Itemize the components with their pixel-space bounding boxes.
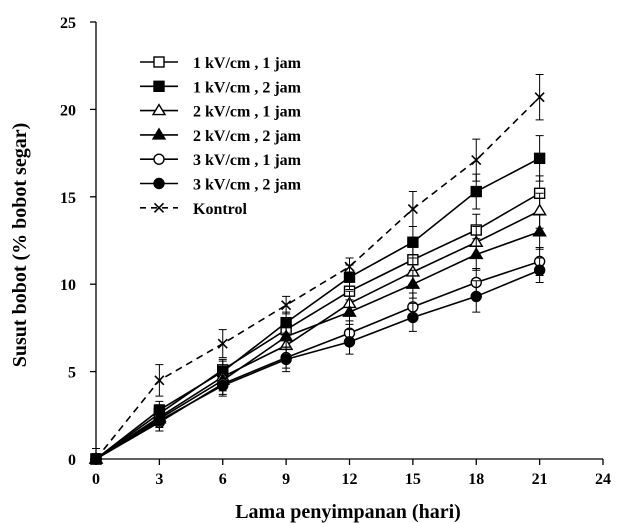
data-point — [154, 375, 165, 386]
legend-marker — [153, 153, 165, 165]
legend-item: 3 kV/cm , 2 jam — [140, 177, 302, 194]
legend-marker — [153, 202, 165, 213]
legend-item: 2 kV/cm , 1 jam — [140, 103, 302, 121]
series-5 — [90, 257, 546, 465]
y-tick-label: 10 — [60, 277, 76, 294]
legend-marker — [153, 56, 165, 68]
data-point — [344, 261, 355, 272]
data-point — [407, 311, 419, 324]
data-point — [343, 336, 356, 348]
legend-marker — [151, 127, 167, 140]
x-tick-label: 15 — [405, 471, 421, 488]
data-point — [281, 300, 292, 311]
y-axis-title: Susut bobot (% bobot segar) — [9, 123, 31, 367]
x-tick-label: 24 — [595, 471, 611, 488]
data-point — [533, 264, 546, 276]
data-point — [90, 453, 102, 465]
y-tick-label: 25 — [60, 15, 76, 32]
legend-marker — [153, 177, 165, 190]
data-point — [278, 329, 294, 342]
data-point — [534, 92, 545, 103]
y-tick-label: 0 — [68, 452, 76, 469]
x-tick-label: 18 — [468, 471, 484, 488]
legend: 1 kV/cm , 1 jam 1 kV/cm , 2 jam 2 kV/cm , … — [140, 55, 302, 218]
series-layer — [88, 73, 547, 465]
legend-label: 2 kV/cm , 1 jam — [193, 104, 302, 121]
legend-label: Kontrol — [193, 201, 247, 218]
x-tick-label: 0 — [92, 471, 100, 488]
y-tick-label: 5 — [68, 365, 76, 382]
legend-label: 1 kV/cm , 1 jam — [193, 55, 302, 72]
series-line — [95, 269, 540, 460]
series-line — [95, 231, 540, 460]
x-tick-label: 12 — [342, 471, 358, 488]
data-point — [405, 276, 421, 289]
legend-item: 3 kV/cm , 1 jam — [140, 152, 302, 169]
data-point — [532, 224, 547, 237]
x-tick-label: 3 — [155, 471, 163, 488]
data-point — [153, 414, 166, 427]
legend-label: 3 kV/cm , 2 jam — [193, 177, 302, 194]
data-point — [407, 203, 418, 215]
y-tick-label: 15 — [60, 190, 76, 207]
series-line — [95, 157, 540, 460]
legend-label: 3 kV/cm , 1 jam — [193, 152, 302, 169]
data-point — [470, 185, 482, 198]
data-point — [533, 152, 546, 165]
data-point — [217, 379, 229, 392]
legend-item: 2 kV/cm , 2 jam — [140, 127, 302, 145]
data-point — [407, 236, 419, 248]
x-tick-label: 9 — [282, 471, 290, 488]
y-tick-label: 20 — [60, 102, 76, 119]
data-point — [469, 247, 484, 260]
data-point — [342, 304, 357, 317]
x-axis-title: Lama penyimpanan (hari) — [235, 501, 461, 523]
x-tick-label: 21 — [532, 471, 548, 488]
series-line — [95, 96, 541, 460]
legend-label: 1 kV/cm , 2 jam — [193, 79, 302, 96]
legend-marker — [153, 80, 165, 93]
data-point — [471, 155, 482, 166]
data-point — [280, 353, 292, 366]
legend-item: 1 kV/cm , 1 jam — [140, 55, 302, 72]
series-line — [95, 192, 541, 460]
axes: 0 3 6 9 12 15 18 21 24 0 5 10 15 20 25 — [60, 15, 611, 488]
x-tick-label: 6 — [219, 471, 227, 488]
legend-item: Kontrol — [140, 201, 247, 218]
legend-marker — [151, 103, 167, 116]
legend-item: 1 kV/cm , 2 jam — [140, 79, 302, 96]
series-6 — [90, 73, 545, 465]
data-point — [532, 203, 547, 216]
data-point — [470, 290, 482, 303]
data-point — [217, 338, 228, 349]
legend-label: 2 kV/cm , 2 jam — [193, 128, 302, 145]
series-line — [95, 260, 540, 460]
